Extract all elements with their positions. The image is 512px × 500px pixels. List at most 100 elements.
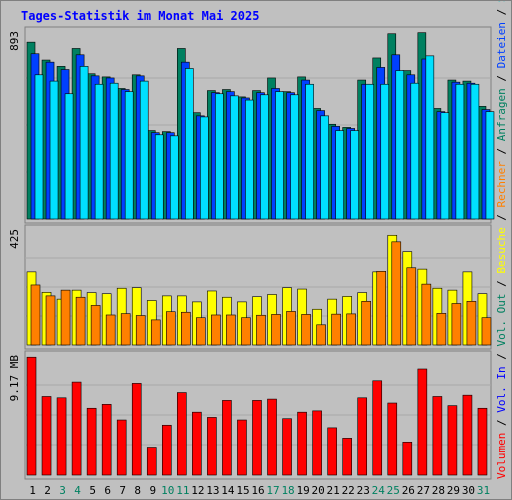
bar-rechner-day-28	[436, 313, 447, 346]
x-tick-label-day-1: 1	[29, 484, 36, 497]
bar-volumen-day-16	[252, 400, 262, 476]
bar-seiten-day-25	[395, 70, 405, 220]
bar-volumen-day-30	[462, 394, 473, 476]
bar-seiten-day-18	[290, 94, 299, 220]
x-tick-label-day-26: 26	[402, 484, 415, 497]
bar-rechner-day-16	[256, 314, 266, 346]
legend-label-volumen: Volumen	[495, 433, 508, 479]
legend-separator: /	[495, 141, 508, 161]
x-tick-label-day-22: 22	[342, 484, 355, 497]
x-tick-label-day-12: 12	[191, 484, 204, 497]
panel-middle: 425	[8, 224, 492, 350]
panel-bottom: 9.17 MB	[8, 350, 492, 480]
bar-volumen-day-21	[327, 427, 337, 476]
legend-label-vol-out: Vol. Out	[495, 294, 508, 347]
bar-seiten-day-26	[410, 82, 420, 220]
bar-rechner-day-31	[481, 317, 492, 346]
legend-label-dateien: Dateien	[495, 22, 508, 68]
x-tick-label-day-16: 16	[251, 484, 264, 497]
legend-separator: /	[495, 2, 508, 22]
bar-rechner-day-17	[271, 314, 281, 346]
bar-rechner-day-20	[316, 324, 326, 346]
bar-volumen-day-10	[161, 424, 172, 476]
bar-volumen-day-11	[177, 392, 187, 476]
y-tick-label: 9.17 MB	[8, 355, 21, 402]
legend-separator: /	[495, 68, 508, 88]
bar-rechner-day-15	[241, 317, 251, 346]
bar-rechner-day-3	[60, 289, 71, 346]
bar-volumen-day-18	[282, 418, 292, 476]
bar-volumen-day-13	[207, 417, 217, 476]
bar-volumen-day-1	[26, 356, 37, 476]
legend-label-vol-in: Vol. In	[495, 366, 508, 412]
bar-seiten-day-6	[109, 82, 119, 220]
bar-volumen-day-27	[417, 368, 428, 476]
bar-volumen-day-14	[222, 400, 232, 476]
bar-volumen-day-25	[387, 402, 398, 476]
x-tick-label-day-13: 13	[206, 484, 219, 497]
legend-label-seiten: Seiten	[495, 1, 508, 2]
bar-seiten-day-22	[350, 130, 359, 220]
bar-volumen-day-7	[116, 419, 127, 476]
bar-rechner-day-27	[421, 283, 432, 346]
legend-label-anfragen: Anfragen	[495, 88, 508, 141]
x-tick-label-day-27: 27	[417, 484, 430, 497]
x-tick-label-day-3: 3	[59, 484, 66, 497]
bar-seiten-day-12	[200, 116, 209, 220]
bar-volumen-day-26	[402, 441, 413, 476]
bar-rechner-day-24	[376, 271, 387, 346]
bar-volumen-day-31	[477, 407, 488, 476]
bar-volumen-day-17	[267, 398, 277, 476]
x-tick-label-day-2: 2	[44, 484, 51, 497]
bar-volumen-day-8	[131, 383, 142, 476]
bar-rechner-day-1	[30, 284, 41, 346]
bar-rechner-day-4	[75, 296, 86, 346]
bar-rechner-day-5	[90, 305, 101, 346]
bar-rechner-day-6	[105, 314, 116, 346]
x-tick-label-day-25: 25	[387, 484, 400, 497]
bar-volumen-day-2	[41, 396, 52, 476]
bar-rechner-day-12	[196, 317, 206, 346]
x-tick-label-day-30: 30	[462, 484, 475, 497]
bar-volumen-day-22	[342, 438, 352, 476]
x-tick-label-day-7: 7	[119, 484, 126, 497]
bar-volumen-day-15	[237, 419, 247, 476]
x-tick-label-day-29: 29	[447, 484, 460, 497]
x-tick-label-day-14: 14	[221, 484, 235, 497]
bar-rechner-day-18	[286, 311, 296, 346]
bar-seiten-day-11	[185, 68, 194, 220]
bar-rechner-day-19	[301, 314, 311, 346]
bar-seiten-day-24	[380, 83, 390, 220]
x-tick-label-day-6: 6	[104, 484, 111, 497]
bar-rechner-day-7	[120, 313, 131, 346]
x-tick-label-day-10: 10	[161, 484, 174, 497]
legend-separator: /	[495, 274, 508, 294]
x-tick-label-day-15: 15	[236, 484, 249, 497]
x-tick-label-day-21: 21	[327, 484, 340, 497]
bar-seiten-day-20	[320, 115, 329, 220]
x-tick-label-day-5: 5	[89, 484, 96, 497]
bar-seiten-day-7	[124, 91, 134, 220]
panel-top: 893	[8, 26, 495, 224]
x-tick-label-day-8: 8	[134, 484, 141, 497]
bar-volumen-day-3	[56, 397, 67, 476]
bar-seiten-day-21	[335, 130, 344, 220]
bar-seiten-day-14	[230, 95, 239, 220]
bar-seiten-day-29	[455, 83, 465, 220]
bar-rechner-day-14	[226, 314, 236, 346]
x-tick-label-day-9: 9	[149, 484, 156, 497]
right-legend: Volumen / Vol. In / Vol. Out / Besuche /…	[495, 1, 508, 479]
bar-volumen-day-24	[372, 380, 383, 476]
bar-volumen-day-19	[297, 411, 307, 476]
bar-seiten-day-4	[79, 66, 89, 220]
bar-rechner-day-2	[45, 295, 56, 346]
bar-volumen-day-5	[86, 407, 97, 476]
bar-rechner-day-29	[451, 303, 462, 346]
legend-label-rechner: Rechner	[495, 161, 508, 208]
bar-seiten-day-16	[260, 94, 269, 220]
x-tick-label-day-24: 24	[372, 484, 386, 497]
bar-volumen-day-4	[71, 381, 82, 476]
x-tick-label-day-11: 11	[176, 484, 189, 497]
